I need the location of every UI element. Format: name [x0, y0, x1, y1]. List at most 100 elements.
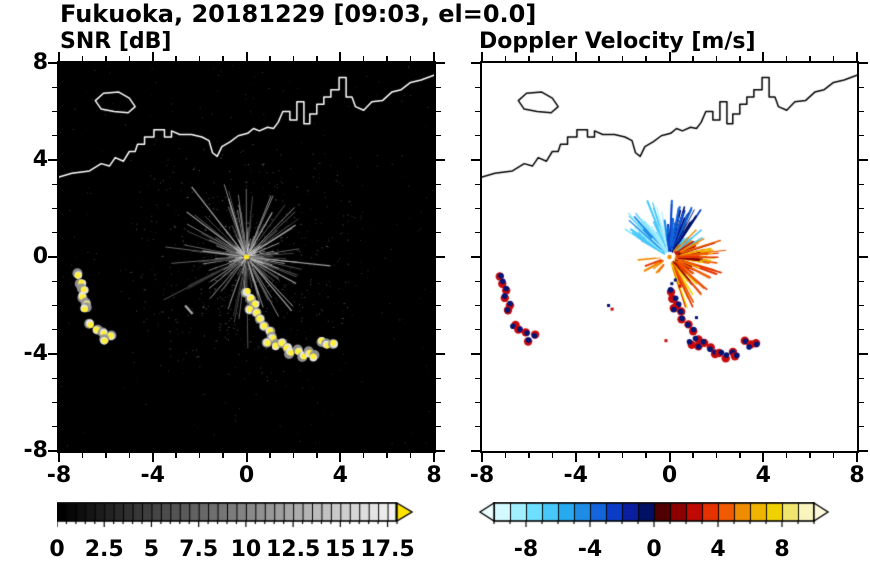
axis-tick	[475, 329, 480, 331]
snr-colorbar	[57, 502, 417, 532]
axis-tick	[436, 280, 441, 282]
snr-plot-area	[57, 61, 436, 453]
axis-tick	[692, 56, 694, 61]
axis-tick	[832, 56, 835, 61]
axis-tick	[48, 256, 57, 258]
axis-tick	[436, 256, 445, 258]
doppler-radar-image	[482, 63, 857, 451]
doppler-colorbar-label: 4	[710, 537, 726, 562]
axis-tick	[316, 453, 318, 458]
snr-colorbar-label: 0	[49, 537, 65, 562]
axis-tick	[668, 453, 671, 462]
x-tick-label: -4	[140, 463, 165, 488]
axis-tick	[52, 110, 57, 113]
y-tick-label: -8	[23, 438, 48, 463]
axis-tick	[48, 159, 57, 161]
axis-tick	[859, 86, 864, 88]
axis-tick	[668, 52, 671, 61]
axis-tick	[475, 207, 480, 210]
axis-tick	[471, 353, 480, 355]
axis-tick	[859, 159, 868, 161]
snr-radar-image	[59, 63, 434, 451]
axis-tick	[598, 56, 600, 61]
axis-tick	[739, 453, 741, 458]
axis-tick	[339, 52, 342, 61]
axis-tick	[52, 232, 57, 234]
axis-tick	[292, 56, 295, 61]
x-tick-label: -8	[46, 463, 72, 488]
axis-tick	[715, 453, 718, 458]
axis-tick	[859, 110, 864, 113]
axis-tick	[52, 183, 57, 185]
axis-tick	[222, 453, 224, 458]
axis-tick	[436, 62, 445, 64]
axis-tick	[475, 280, 480, 282]
y-tick-label: 8	[32, 50, 48, 75]
y-tick-label: 4	[32, 147, 48, 172]
axis-tick	[222, 56, 224, 61]
axis-tick	[475, 232, 480, 234]
axis-tick	[481, 453, 483, 462]
x-tick-label: 4	[332, 463, 348, 488]
axis-tick	[471, 62, 480, 64]
axis-tick	[692, 453, 694, 458]
axis-tick	[475, 110, 480, 113]
axis-tick	[859, 329, 864, 331]
axis-tick	[433, 52, 435, 61]
axis-tick	[52, 280, 57, 282]
axis-tick	[436, 329, 441, 331]
axis-tick	[471, 159, 480, 161]
axis-tick	[175, 56, 177, 61]
axis-tick	[409, 56, 412, 61]
axis-tick	[645, 453, 647, 458]
axis-tick	[436, 159, 445, 161]
axis-tick	[859, 207, 864, 210]
axis-tick	[574, 453, 577, 462]
axis-tick	[859, 232, 864, 234]
axis-tick	[151, 52, 154, 61]
axis-tick	[362, 56, 365, 61]
doppler-colorbar-label: -4	[577, 537, 603, 562]
axis-tick	[175, 453, 177, 458]
axis-tick	[645, 56, 647, 61]
axis-tick	[436, 86, 441, 88]
axis-tick	[52, 207, 57, 210]
doppler-colorbar-label: 8	[774, 537, 790, 562]
axis-tick	[574, 52, 577, 61]
axis-tick	[762, 52, 765, 61]
axis-tick	[52, 377, 57, 379]
x-tick-label: -8	[469, 463, 495, 488]
axis-tick	[433, 453, 435, 462]
axis-tick	[859, 304, 864, 307]
axis-tick	[52, 304, 57, 307]
axis-tick	[551, 453, 553, 458]
axis-tick	[856, 453, 858, 462]
axis-tick	[436, 135, 441, 137]
doppler-colorbar	[478, 502, 834, 532]
axis-tick	[436, 426, 441, 428]
axis-tick	[832, 453, 835, 458]
axis-tick	[245, 453, 248, 462]
axis-tick	[475, 377, 480, 379]
axis-tick	[436, 353, 445, 355]
axis-tick	[436, 450, 445, 452]
axis-tick	[58, 52, 60, 61]
axis-tick	[859, 377, 864, 379]
axis-tick	[128, 453, 130, 458]
x-tick-label: -4	[563, 463, 588, 488]
axis-tick	[58, 453, 60, 462]
axis-tick	[859, 256, 868, 258]
x-tick-label: 0	[661, 463, 678, 488]
axis-tick	[528, 453, 530, 458]
axis-tick	[386, 453, 388, 458]
axis-tick	[436, 377, 441, 379]
axis-tick	[504, 453, 507, 458]
axis-tick	[551, 56, 553, 61]
axis-tick	[504, 56, 507, 61]
axis-tick	[269, 453, 271, 458]
axis-tick	[245, 52, 248, 61]
axis-tick	[436, 304, 441, 307]
axis-tick	[52, 401, 57, 404]
axis-tick	[475, 401, 480, 404]
